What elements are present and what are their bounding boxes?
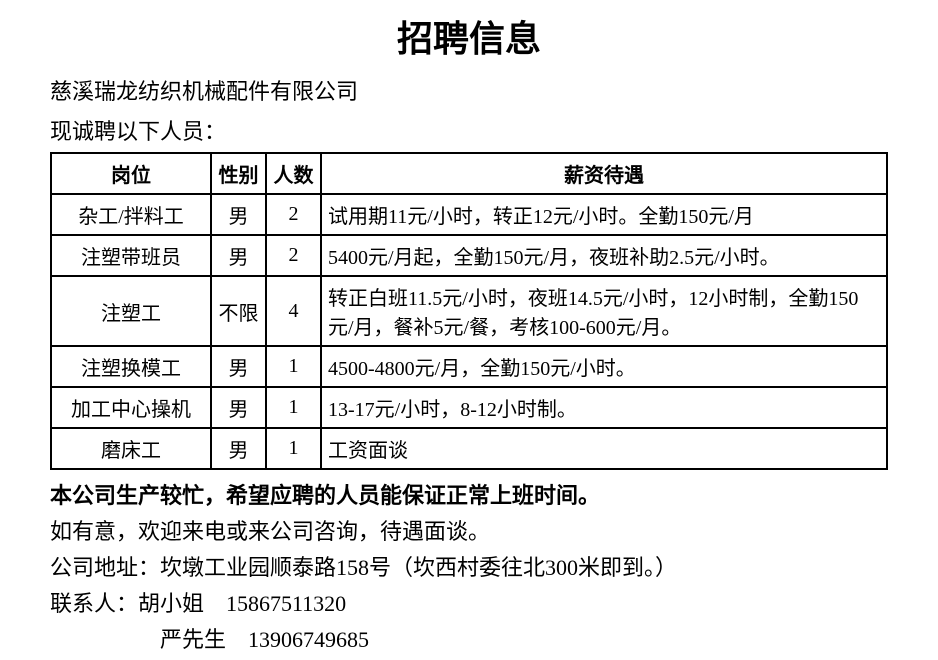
table-row: 加工中心操机 男 1 13-17元/小时，8-12小时制。 [51,387,887,428]
cell-salary: 13-17元/小时，8-12小时制。 [321,387,887,428]
cell-count: 1 [266,387,321,428]
job-table: 岗位 性别 人数 薪资待遇 杂工/拌料工 男 2 试用期11元/小时，转正12元… [50,152,888,470]
header-position: 岗位 [51,153,211,194]
cell-count: 4 [266,276,321,346]
header-count: 人数 [266,153,321,194]
intro-text: 现诚聘以下人员： [50,114,888,146]
header-salary: 薪资待遇 [321,153,887,194]
cell-count: 1 [266,346,321,387]
cell-count: 1 [266,428,321,469]
cell-gender: 男 [211,194,266,235]
company-name: 慈溪瑞龙纺织机械配件有限公司 [50,74,888,106]
table-row: 注塑带班员 男 2 5400元/月起，全勤150元/月，夜班补助2.5元/小时。 [51,235,887,276]
cell-position: 注塑换模工 [51,346,211,387]
contact-person-1: 联系人：胡小姐 15867511320 [50,586,888,618]
cell-salary: 5400元/月起，全勤150元/月，夜班补助2.5元/小时。 [321,235,887,276]
page-title: 招聘信息 [50,10,888,62]
cell-position: 杂工/拌料工 [51,194,211,235]
cell-gender: 男 [211,428,266,469]
cell-gender: 男 [211,235,266,276]
table-row: 磨床工 男 1 工资面谈 [51,428,887,469]
cell-count: 2 [266,194,321,235]
cell-gender: 男 [211,387,266,428]
note-contact: 如有意，欢迎来电或来公司咨询，待遇面谈。 [50,514,888,546]
cell-salary: 4500-4800元/月，全勤150元/小时。 [321,346,887,387]
cell-position: 磨床工 [51,428,211,469]
table-row: 注塑换模工 男 1 4500-4800元/月，全勤150元/小时。 [51,346,887,387]
cell-salary: 转正白班11.5元/小时，夜班14.5元/小时，12小时制，全勤150元/月，餐… [321,276,887,346]
cell-salary: 工资面谈 [321,428,887,469]
cell-position: 加工中心操机 [51,387,211,428]
table-row: 杂工/拌料工 男 2 试用期11元/小时，转正12元/小时。全勤150元/月 [51,194,887,235]
table-header-row: 岗位 性别 人数 薪资待遇 [51,153,887,194]
cell-count: 2 [266,235,321,276]
table-row: 注塑工 不限 4 转正白班11.5元/小时，夜班14.5元/小时，12小时制，全… [51,276,887,346]
contact-person-2: 严先生 13906749685 [50,622,888,654]
cell-position: 注塑带班员 [51,235,211,276]
cell-salary: 试用期11元/小时，转正12元/小时。全勤150元/月 [321,194,887,235]
cell-gender: 不限 [211,276,266,346]
cell-gender: 男 [211,346,266,387]
cell-position: 注塑工 [51,276,211,346]
note-bold: 本公司生产较忙，希望应聘的人员能保证正常上班时间。 [50,478,888,510]
address: 公司地址：坎墩工业园顺泰路158号（坎西村委往北300米即到。） [50,550,888,582]
header-gender: 性别 [211,153,266,194]
